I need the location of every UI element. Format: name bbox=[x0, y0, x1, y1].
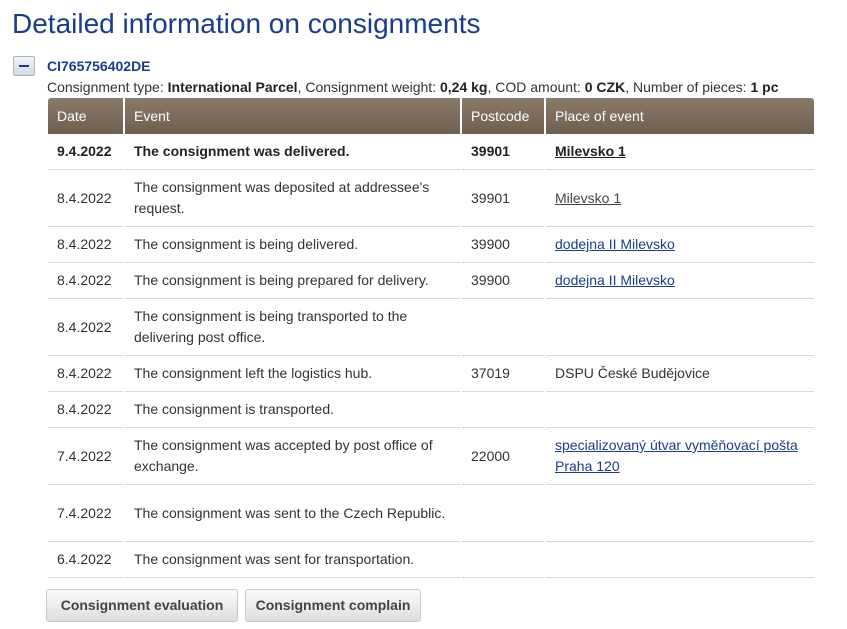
cell-date: 8.4.2022 bbox=[48, 170, 123, 227]
place-link[interactable]: dodejna II Milevsko bbox=[555, 236, 675, 252]
table-row: 8.4.2022 The consignment was deposited at… bbox=[48, 170, 814, 227]
cell-date: 8.4.2022 bbox=[48, 299, 123, 356]
cod-amount-value: 0 CZK bbox=[584, 79, 626, 95]
table-row: 9.4.2022 The consignment was delivered. 39… bbox=[48, 134, 814, 170]
cell-postcode bbox=[462, 299, 544, 356]
cell-date: 7.4.2022 bbox=[48, 428, 123, 485]
cell-place: Milevsko 1 bbox=[546, 170, 814, 227]
place-link[interactable]: dodejna II Milevsko bbox=[555, 272, 675, 288]
cell-postcode bbox=[462, 485, 544, 542]
cell-place: dodejna II Milevsko bbox=[546, 263, 814, 299]
place-link[interactable]: Milevsko 1 bbox=[555, 189, 622, 206]
collapse-toggle-button[interactable] bbox=[13, 56, 35, 76]
table-row: 8.4.2022 The consignment is being transpo… bbox=[48, 299, 814, 356]
minus-icon bbox=[19, 65, 29, 67]
cod-amount-label: COD amount: bbox=[495, 79, 581, 95]
place-text: DSPU České Budějovice bbox=[555, 365, 710, 381]
consignment-evaluation-button[interactable]: Consignment evaluation bbox=[46, 589, 238, 622]
cell-place: dodejna II Milevsko bbox=[546, 227, 814, 263]
consignment-id: CI765756402DE bbox=[47, 58, 151, 74]
tracking-table: Date Event Postcode Place of event 9.4.2… bbox=[46, 98, 816, 578]
cell-event: The consignment was delivered. bbox=[125, 134, 460, 170]
cell-postcode: 22000 bbox=[462, 428, 544, 485]
cell-event: The consignment was sent for transportat… bbox=[125, 542, 460, 578]
cell-date: 8.4.2022 bbox=[48, 227, 123, 263]
cell-date: 8.4.2022 bbox=[48, 263, 123, 299]
cell-postcode bbox=[462, 392, 544, 428]
consignment-weight-label: Consignment weight: bbox=[305, 79, 437, 95]
column-header-date: Date bbox=[48, 98, 123, 134]
page-title: Detailed information on consignments bbox=[12, 8, 481, 39]
pieces-value: 1 pc bbox=[750, 79, 779, 95]
cell-place bbox=[546, 299, 814, 356]
pieces-label: Number of pieces: bbox=[632, 79, 747, 95]
table-row: 8.4.2022 The consignment is being prepare… bbox=[48, 263, 814, 299]
cell-date: 6.4.2022 bbox=[48, 542, 123, 578]
consignment-type-value: International Parcel bbox=[167, 79, 298, 95]
cell-postcode: 39901 bbox=[462, 134, 544, 170]
place-link[interactable]: Milevsko 1 bbox=[555, 143, 626, 159]
cell-postcode: 37019 bbox=[462, 356, 544, 392]
consignment-type-label: Consignment type: bbox=[47, 79, 164, 95]
cell-date: 7.4.2022 bbox=[48, 485, 123, 542]
cell-event: The consignment is being transported to … bbox=[125, 299, 460, 356]
column-header-event: Event bbox=[125, 98, 460, 134]
cell-event: The consignment was accepted by post off… bbox=[125, 428, 460, 485]
table-row: 7.4.2022 The consignment was accepted by … bbox=[48, 428, 814, 485]
table-header-row: Date Event Postcode Place of event bbox=[48, 98, 814, 134]
consignment-complain-button[interactable]: Consignment complain bbox=[245, 589, 421, 622]
consignment-summary: Consignment type: International Parcel, … bbox=[47, 79, 779, 95]
table-row: 6.4.2022 The consignment was sent for tra… bbox=[48, 542, 814, 578]
cell-place: Milevsko 1 bbox=[546, 134, 814, 170]
table-row: 8.4.2022 The consignment left the logisti… bbox=[48, 356, 814, 392]
cell-postcode: 39900 bbox=[462, 263, 544, 299]
cell-date: 8.4.2022 bbox=[48, 356, 123, 392]
table-row: 8.4.2022 The consignment is being deliver… bbox=[48, 227, 814, 263]
cell-postcode: 39901 bbox=[462, 170, 544, 227]
table-row: 8.4.2022 The consignment is transported. bbox=[48, 392, 814, 428]
cell-place: specializovaný útvar vyměňovací pošta Pr… bbox=[546, 428, 814, 485]
cell-event: The consignment is being delivered. bbox=[125, 227, 460, 263]
cell-event: The consignment is transported. bbox=[125, 392, 460, 428]
cell-date: 9.4.2022 bbox=[48, 134, 123, 170]
cell-place: DSPU České Budějovice bbox=[546, 356, 814, 392]
cell-place bbox=[546, 485, 814, 542]
cell-postcode: 39900 bbox=[462, 227, 544, 263]
cell-event: The consignment was sent to the Czech Re… bbox=[125, 485, 460, 542]
cell-postcode bbox=[462, 542, 544, 578]
table-row: 7.4.2022 The consignment was sent to the … bbox=[48, 485, 814, 542]
column-header-place: Place of event bbox=[546, 98, 814, 134]
cell-event: The consignment was deposited at address… bbox=[125, 170, 460, 227]
cell-date: 8.4.2022 bbox=[48, 392, 123, 428]
cell-place bbox=[546, 542, 814, 578]
column-header-postcode: Postcode bbox=[462, 98, 544, 134]
cell-event: The consignment is being prepared for de… bbox=[125, 263, 460, 299]
cell-event: The consignment left the logistics hub. bbox=[125, 356, 460, 392]
cell-place bbox=[546, 392, 814, 428]
place-link[interactable]: specializovaný útvar vyměňovací pošta Pr… bbox=[555, 437, 798, 474]
consignment-weight-value: 0,24 kg bbox=[439, 79, 488, 95]
